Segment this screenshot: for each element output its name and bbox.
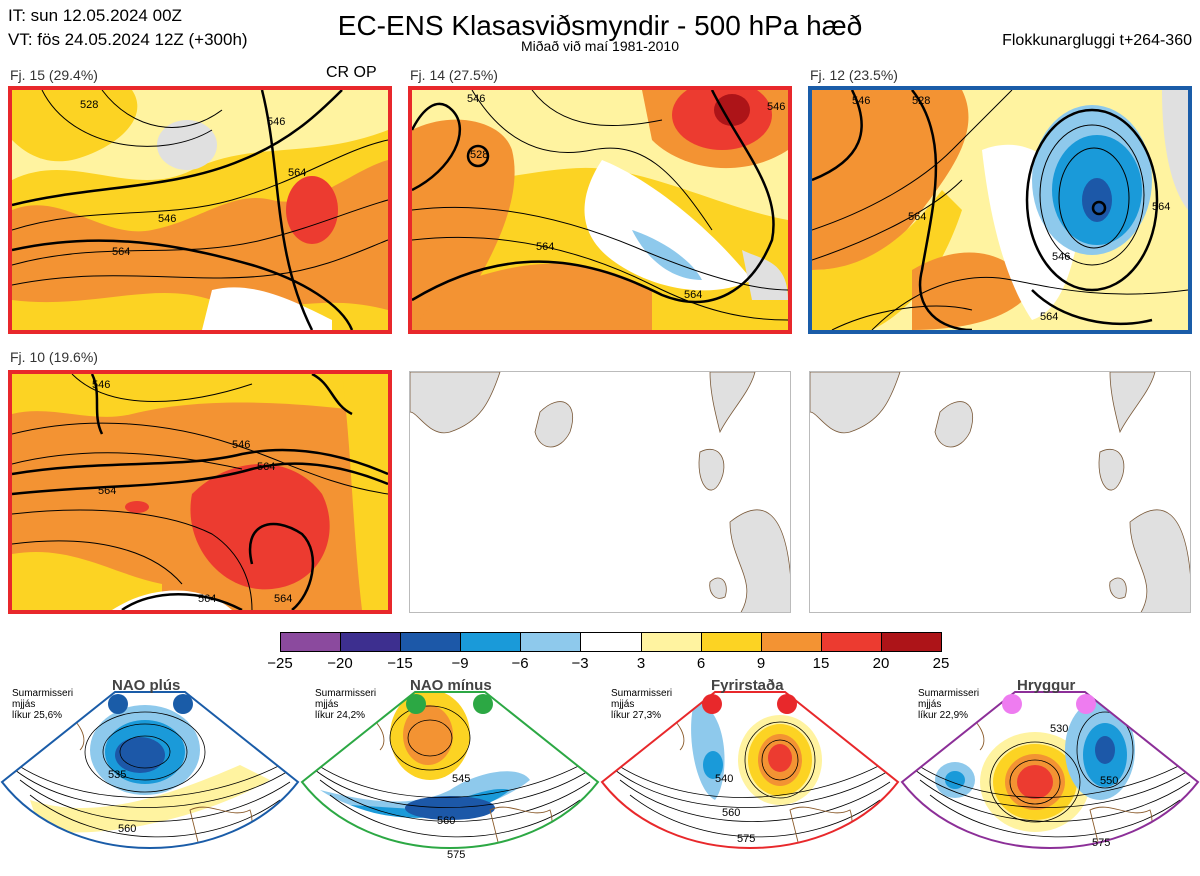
colorbar-swatch [761, 633, 822, 651]
colorbar-tick: −20 [327, 655, 353, 672]
contour-label: 564 [1152, 201, 1170, 213]
colorbar-swatch [521, 633, 582, 651]
colorbar-tick: 15 [812, 655, 830, 672]
classification-window: Flokkunargluggi t+264-360 [1002, 32, 1192, 49]
panel-label-3: Fj. 12 (23.5%) [810, 67, 898, 83]
regime-map-nao-plus: 535 560 [0, 690, 300, 871]
contour-label: 564 [1040, 311, 1058, 323]
regime-dot [108, 694, 128, 714]
colorbar-swatch [401, 633, 462, 651]
contour-label: 546 [1052, 251, 1070, 263]
colorbar-swatch [641, 633, 702, 651]
regime-map-nao-minus: 545 560 575 [300, 690, 600, 871]
issue-time: IT: sun 12.05.2024 00Z [8, 6, 182, 25]
valid-time: VT: fös 24.05.2024 12Z (+300h) [8, 30, 248, 49]
panel-label-4: Fj. 10 (19.6%) [10, 349, 98, 365]
regime-map-ridge: 530 550 575 [900, 690, 1200, 871]
contour-label: 546 [92, 379, 110, 391]
contour-label: 546 [232, 439, 250, 451]
colorbar-tick: 6 [696, 655, 706, 672]
regime-dot [406, 694, 426, 714]
contour-label: 560 [722, 807, 740, 819]
regime-dot [173, 694, 193, 714]
colorbar-tick: −25 [267, 655, 293, 672]
contour-label: 528 [80, 99, 98, 111]
regime-dot [777, 694, 797, 714]
regime-name-nao-plus: NAO plús [112, 677, 181, 694]
colorbar-swatch [281, 633, 342, 651]
contour-label: 535 [108, 769, 126, 781]
contour-label: 560 [437, 815, 455, 827]
cluster-map-1: 528 546 564 564 546 [8, 86, 392, 334]
regime-dot [473, 694, 493, 714]
cluster-map-2: 528 546 564 564 546 [408, 86, 792, 334]
colorbar-tick: 25 [932, 655, 950, 672]
contour-label: 546 [158, 213, 176, 225]
colorbar [280, 632, 942, 652]
regime-name-blocking: Fyrirstaða [711, 677, 784, 694]
contour-label: 564 [536, 241, 554, 253]
colorbar-tick: 9 [756, 655, 766, 672]
regime-note-ridge: Sumarmisseri mjjás líkur 22,9% [918, 688, 980, 721]
colorbar-swatch [881, 633, 942, 651]
contour-label: 564 [98, 485, 116, 497]
cluster-map-3: 546 528 564 564 546 564 [808, 86, 1192, 334]
contour-label: 564 [274, 593, 292, 605]
colorbar-swatch [701, 633, 762, 651]
regime-name-nao-minus: NAO mínus [410, 677, 492, 694]
contour-label: 545 [452, 773, 470, 785]
contour-label: 528 [470, 149, 488, 161]
contour-label: 575 [737, 833, 755, 845]
colorbar-swatch [341, 633, 402, 651]
contour-label: 528 [912, 95, 930, 107]
contour-label: 564 [112, 246, 130, 258]
contour-label: 564 [257, 461, 275, 473]
colorbar-swatch [581, 633, 642, 651]
colorbar-swatch [821, 633, 882, 651]
empty-map-5 [409, 371, 791, 613]
colorbar-tick: −15 [387, 655, 413, 672]
crop-label: CR OP [326, 64, 377, 81]
contour-label: 546 [767, 101, 785, 113]
contour-label: 550 [1100, 775, 1118, 787]
contour-label: 560 [118, 823, 136, 835]
contour-label: 564 [684, 289, 702, 301]
colorbar-tick: −6 [511, 655, 529, 672]
colorbar-swatch [461, 633, 522, 651]
panel-label-2: Fj. 14 (27.5%) [410, 67, 498, 83]
colorbar-tick: 20 [872, 655, 890, 672]
colorbar-tick: −3 [571, 655, 589, 672]
panel-label-1: Fj. 15 (29.4%) [10, 67, 98, 83]
contour-label: 564 [198, 593, 216, 605]
regime-dot [1002, 694, 1022, 714]
regime-note-nao-minus: Sumarmisseri mjjás líkur 24,2% [315, 688, 377, 721]
contour-label: 564 [908, 211, 926, 223]
regime-dot [1076, 694, 1096, 714]
contour-label: 530 [1050, 723, 1068, 735]
regime-name-ridge: Hryggur [1017, 677, 1076, 694]
page-subtitle: Miðað við maí 1981-2010 [521, 38, 679, 54]
contour-label: 564 [288, 167, 306, 179]
regime-map-blocking: 540 560 575 [600, 690, 900, 871]
regime-note-blocking: Sumarmisseri mjjás líkur 27,3% [611, 688, 673, 721]
contour-label: 546 [852, 95, 870, 107]
colorbar-tick: −9 [451, 655, 469, 672]
contour-label: 575 [447, 849, 465, 861]
page-title: EC-ENS Klasasviðsmyndir - 500 hPa hæð [337, 10, 863, 41]
cluster-map-4: 546 546 564 564 564 564 [8, 370, 392, 614]
empty-map-6 [809, 371, 1191, 613]
contour-label: 575 [1092, 837, 1110, 849]
colorbar-tick: 3 [636, 655, 646, 672]
regime-dot [702, 694, 722, 714]
contour-label: 540 [715, 773, 733, 785]
contour-label: 546 [267, 116, 285, 128]
contour-label: 546 [467, 93, 485, 105]
regime-note-nao-plus: Sumarmisseri mjjás líkur 25,6% [12, 688, 74, 721]
